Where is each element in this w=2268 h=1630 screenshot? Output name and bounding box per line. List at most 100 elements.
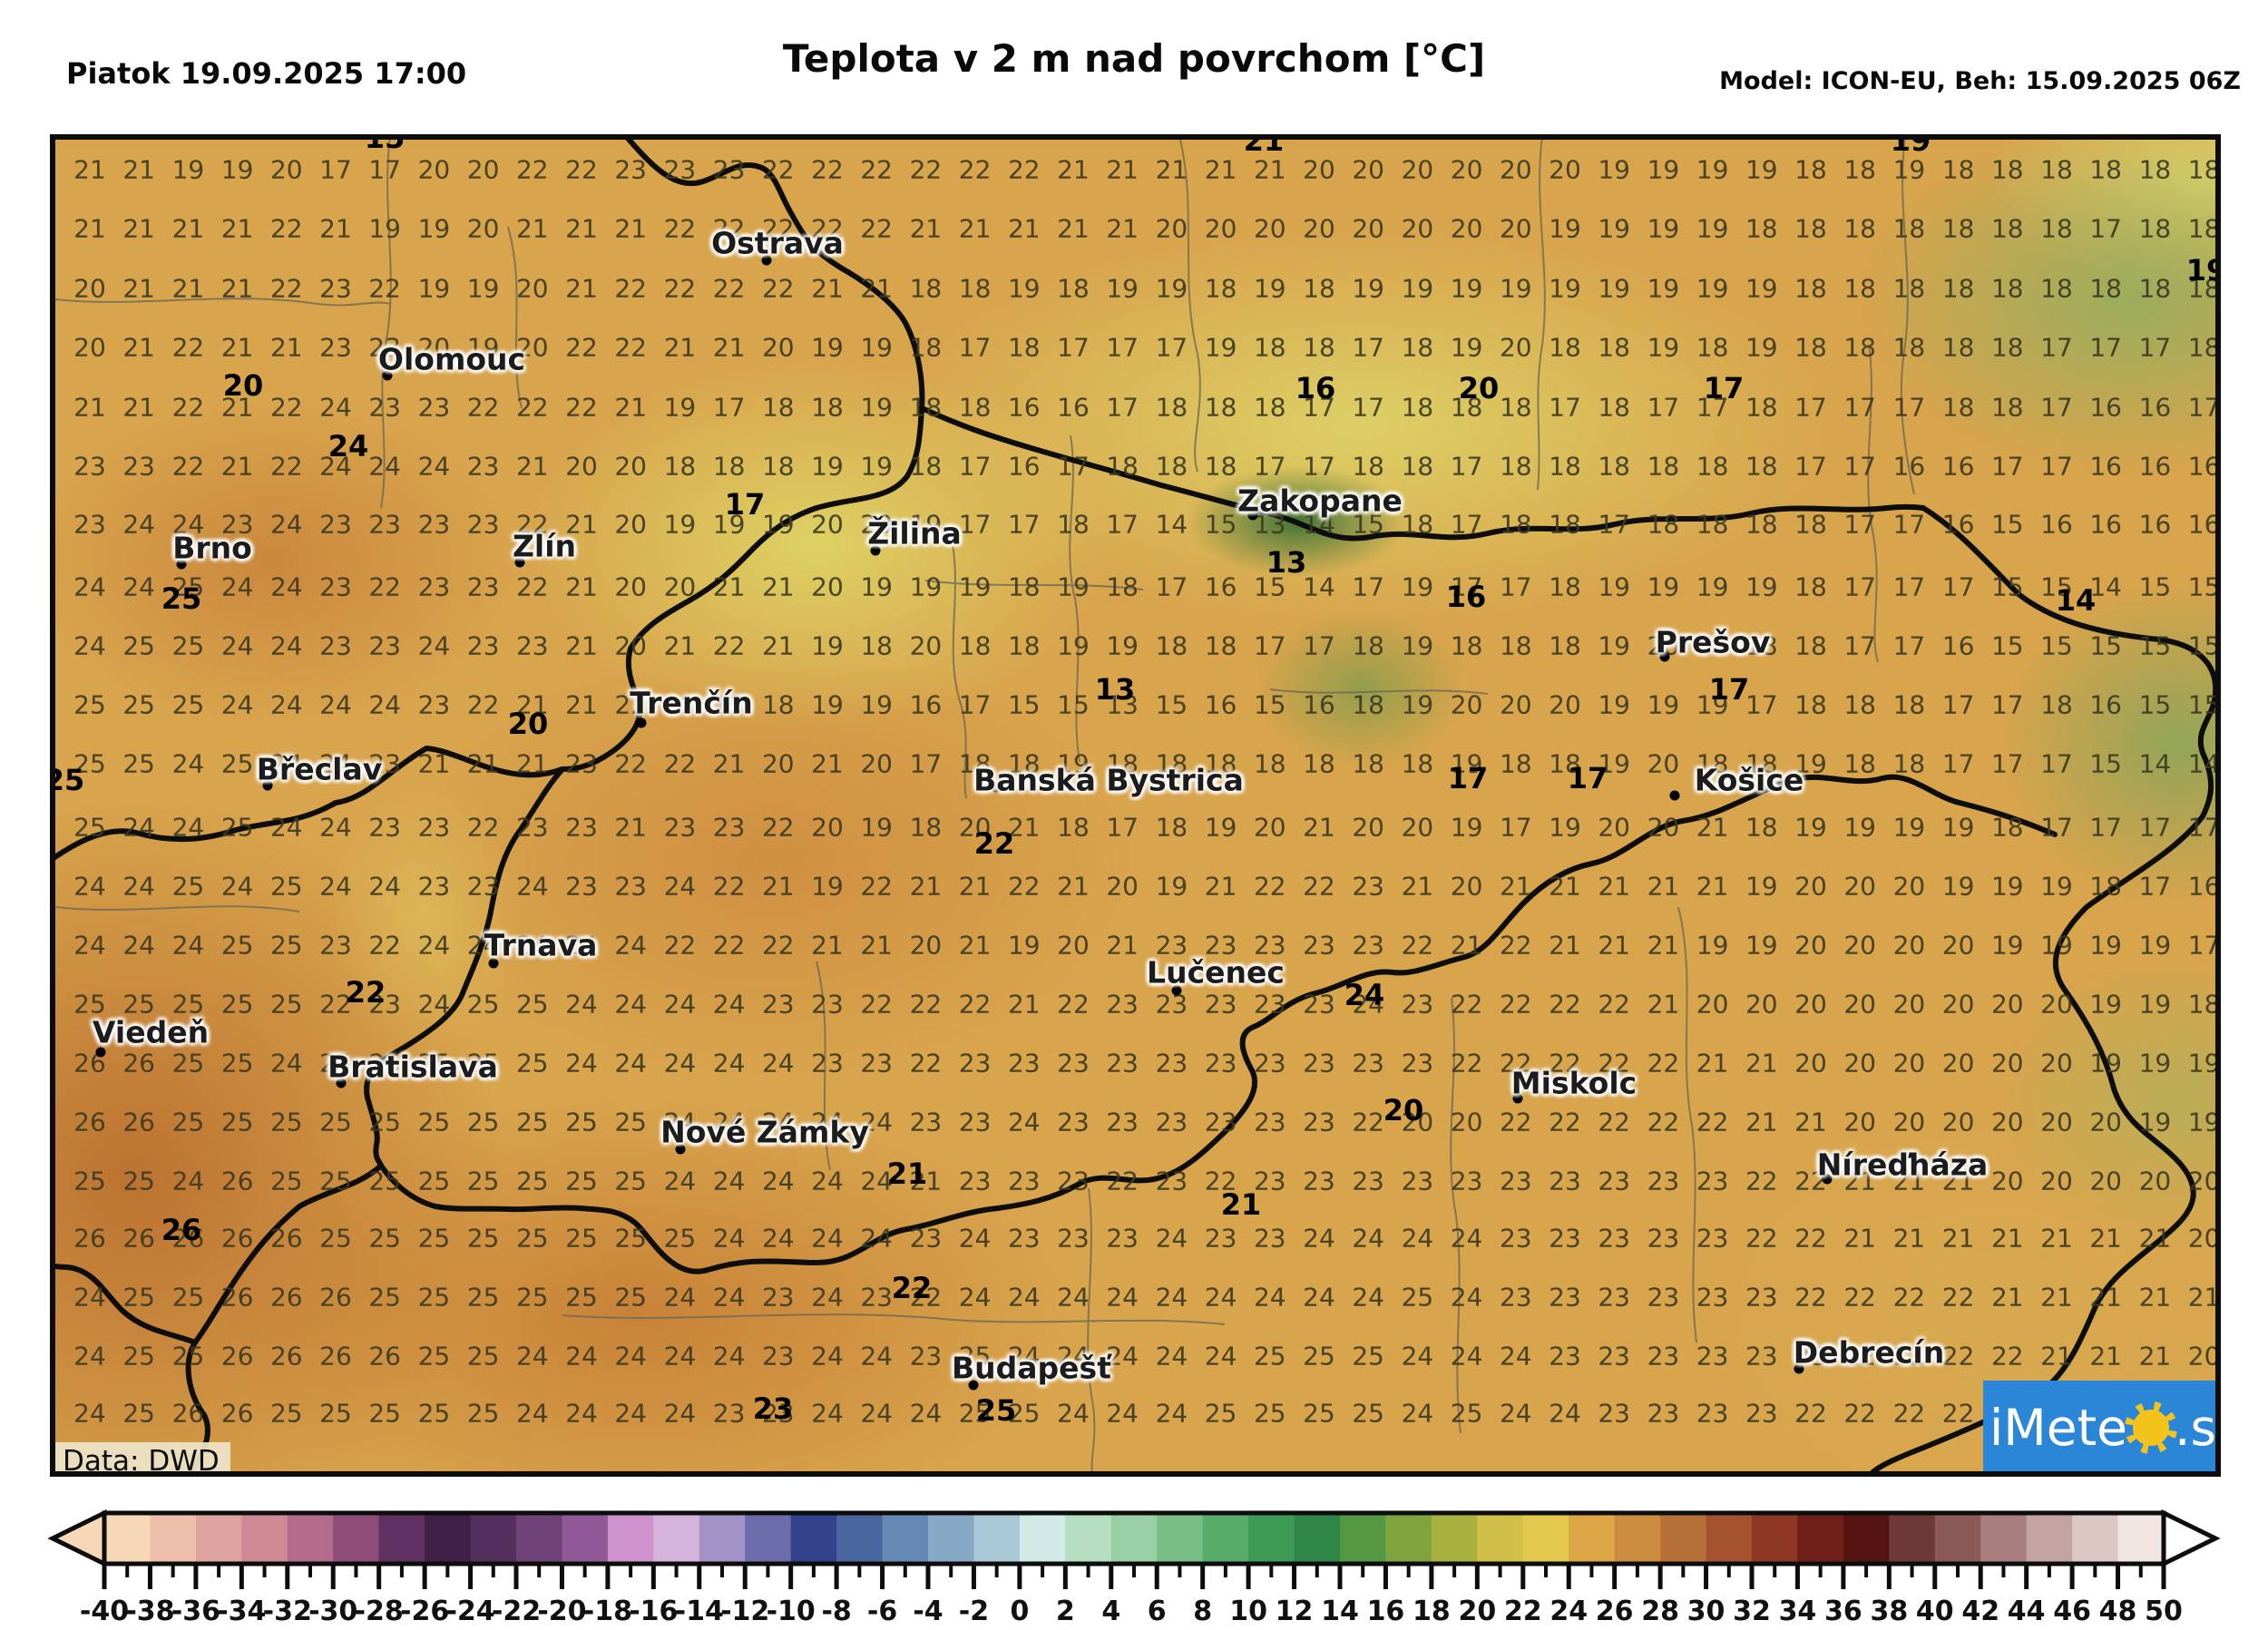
grid-value: 22	[663, 748, 697, 779]
grid-value: 24	[122, 930, 156, 961]
grid-value: 25	[319, 1166, 352, 1196]
grid-value: 18	[2187, 154, 2221, 185]
grid-value: 23	[1057, 1166, 1090, 1196]
grid-value: 16	[1941, 630, 1975, 661]
highlight-value: 20	[1383, 1093, 1424, 1127]
grid-value: 23	[909, 1107, 943, 1137]
grid-value: 23	[319, 571, 352, 602]
grid-value: 24	[712, 1048, 746, 1079]
grid-value: 20	[2040, 1048, 2073, 1079]
grid-value: 24	[319, 392, 352, 423]
grid-value: 17	[1990, 748, 2024, 779]
grid-value: 17	[1155, 332, 1188, 363]
grid-value: 22	[171, 332, 205, 363]
grid-value: 18	[1007, 748, 1041, 779]
grid-value: 19	[663, 509, 697, 540]
grid-value: 22	[614, 273, 648, 304]
grid-value: 17	[2089, 332, 2123, 363]
grid-value: 21	[2089, 1341, 2123, 1371]
grid-value: 19	[2187, 1107, 2221, 1137]
grid-value: 16	[2138, 509, 2172, 540]
grid-value: 25	[417, 1048, 451, 1079]
grid-value: 23	[958, 1166, 992, 1196]
grid-value: 17	[2187, 930, 2221, 961]
grid-value: 23	[417, 571, 451, 602]
grid-value: 20	[811, 571, 844, 602]
grid-value: 24	[614, 989, 648, 1020]
grid-value: 22	[1794, 1398, 1827, 1429]
grid-value: 21	[958, 871, 992, 902]
grid-value: 15	[1990, 509, 2024, 540]
grid-value: 19	[1745, 571, 1778, 602]
grid-value: 20	[466, 213, 500, 244]
grid-value: 25	[220, 989, 254, 1020]
grid-value: 16	[1941, 451, 1975, 482]
grid-value: 25	[220, 1048, 254, 1079]
grid-value: 22	[1794, 1282, 1827, 1313]
grid-value: 24	[73, 1341, 106, 1371]
grid-value: 24	[1303, 1282, 1335, 1313]
grid-value: 22	[909, 154, 943, 185]
grid-value: 24	[958, 1223, 992, 1254]
grid-value: 18	[1990, 332, 2024, 363]
grid-value: 17	[958, 451, 992, 482]
grid-value: 17	[2040, 748, 2073, 779]
grid-value: 14	[2187, 748, 2221, 779]
city-dot	[1794, 1363, 1804, 1374]
grid-value: 19	[1794, 812, 1827, 843]
grid-value: 14	[2138, 748, 2172, 779]
grid-value: 23	[1007, 1223, 1041, 1254]
grid-value: 24	[761, 1107, 795, 1137]
grid-value: 23	[1106, 989, 1139, 1020]
grid-value: 25	[1401, 1282, 1434, 1313]
grid-value: 24	[73, 630, 106, 661]
colorbar-tick-label: 18	[1413, 1596, 1451, 1627]
grid-value: 23	[712, 812, 746, 843]
grid-value: 17	[909, 748, 943, 779]
grid-value: 18	[1794, 509, 1827, 540]
grid-value: 21	[761, 571, 795, 602]
grid-value: 24	[1155, 1398, 1188, 1429]
grid-value: 25	[1352, 1398, 1385, 1429]
colorbar-tick-label: -6	[867, 1596, 897, 1627]
grid-value: 22	[565, 392, 598, 423]
grid-value: 25	[515, 1048, 549, 1079]
grid-value: 21	[2040, 1282, 2073, 1313]
grid-value: 18	[1450, 630, 1483, 661]
grid-value: 19	[1696, 930, 1729, 961]
grid-value: 20	[1990, 1048, 2024, 1079]
grid-value: 24	[515, 1398, 549, 1429]
grid-value: 20	[1352, 213, 1385, 244]
grid-value: 15	[2089, 748, 2123, 779]
grid-value: 22	[1303, 871, 1335, 902]
grid-value: 20	[1303, 213, 1335, 244]
grid-value: 25	[565, 1282, 598, 1313]
grid-value: 15	[2138, 571, 2172, 602]
grid-value: 18	[1647, 509, 1680, 540]
grid-value: 23	[417, 689, 451, 720]
colorbar-tick-label: 4	[1101, 1596, 1120, 1627]
grid-value: 18	[1941, 213, 1975, 244]
grid-value: 20	[1941, 989, 1975, 1020]
grid-value: 26	[171, 1223, 205, 1254]
grid-value: 21	[565, 689, 598, 720]
grid-value: 24	[368, 689, 402, 720]
grid-value: 19	[663, 689, 697, 720]
grid-value: 19	[712, 509, 746, 540]
grid-value: 19	[1057, 630, 1090, 661]
grid-value: 22	[1499, 1107, 1532, 1137]
grid-value: 21	[1253, 154, 1286, 185]
grid-value: 23	[417, 392, 451, 423]
grid-value: 23	[811, 989, 844, 1020]
grid-value: 21	[73, 154, 106, 185]
grid-value: 25	[319, 1398, 352, 1429]
grid-value: 23	[761, 1282, 795, 1313]
grid-value: 20	[1598, 812, 1631, 843]
grid-value: 21	[2138, 1282, 2172, 1313]
grid-value: 23	[368, 509, 402, 540]
grid-value: 18	[1499, 451, 1532, 482]
grid-value: 19	[663, 392, 697, 423]
grid-value: 21	[860, 930, 894, 961]
grid-value: 25	[417, 1398, 451, 1429]
grid-value: 25	[73, 689, 106, 720]
